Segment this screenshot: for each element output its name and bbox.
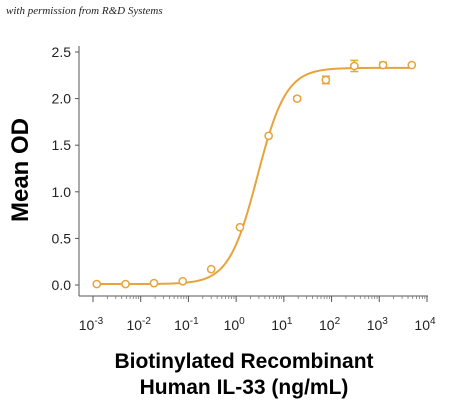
x-tick-label: 10-3 (79, 316, 104, 333)
data-point (264, 131, 273, 141)
y-tick-label: 0.5 (52, 230, 72, 246)
x-tick-label: 102 (319, 316, 341, 333)
data-point (121, 279, 130, 289)
y-tick-label: 2.5 (52, 44, 72, 60)
x-axis-title-line1: Biotinylated Recombinant (114, 350, 373, 373)
data-point (178, 276, 188, 286)
data-point (349, 61, 359, 71)
y-axis-title: Mean OD (7, 118, 34, 222)
data-point (407, 60, 417, 70)
y-tick-label: 1.0 (52, 184, 72, 200)
y-tick-label: 2.0 (52, 91, 72, 107)
data-point (92, 279, 102, 289)
x-tick-label: 100 (224, 316, 246, 333)
x-tick-label: 10-2 (126, 316, 151, 333)
y-tick-label: 1.5 (52, 137, 72, 153)
x-tick-label: 104 (414, 316, 436, 333)
y-tick-label: 0.0 (52, 277, 72, 293)
points-layer (92, 59, 417, 289)
data-point (206, 264, 216, 274)
data-point (378, 60, 388, 70)
watermark-text: with permission from R&D Systems (6, 5, 163, 17)
axes (78, 46, 428, 297)
x-tick-label: 10-1 (174, 316, 199, 333)
ticks: 0.0 0.5 1.0 1.5 2.0 2.5 10-3 10-2 10-1 100 101 102 1… (52, 44, 436, 333)
x-tick-label: 103 (367, 316, 389, 333)
data-point (292, 94, 302, 103)
x-tick-label: 101 (271, 316, 293, 333)
curve-layer (96, 66, 412, 286)
x-axis-title-line2: Human IL-33 (ng/mL) (140, 376, 349, 399)
fit-curve (96, 66, 412, 286)
data-point (149, 278, 159, 288)
data-point (235, 222, 245, 232)
data-point (321, 75, 331, 85)
